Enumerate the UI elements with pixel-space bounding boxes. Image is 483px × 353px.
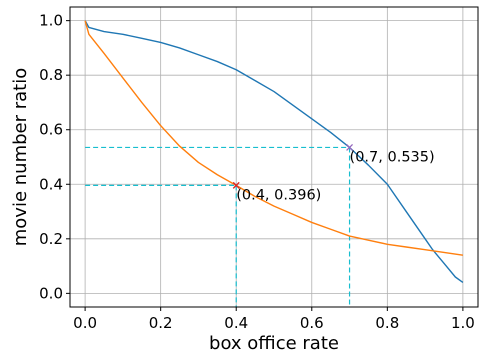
y-tick-label: 0.2: [39, 230, 63, 248]
x-tick-label: 0.8: [375, 314, 399, 332]
annotation-marker: [232, 181, 240, 189]
y-tick-label: 0.4: [39, 175, 63, 193]
series-line-2: [84, 20, 463, 256]
x-tick-label: 0.4: [224, 314, 248, 332]
annotation-label: (0.7, 0.535): [350, 149, 435, 165]
grid-lines: [70, 7, 478, 307]
annotation-markers: [232, 143, 354, 189]
annotation-guides: [85, 146, 351, 307]
y-tick-label: 0.0: [39, 284, 63, 302]
y-tick-label: 0.6: [39, 121, 63, 139]
series-line-1: [84, 20, 464, 284]
y-axis-label: movie number ratio: [10, 68, 31, 246]
x-tick-label: 1.0: [451, 314, 475, 332]
x-tick-label: 0.6: [300, 314, 324, 332]
annotation-marker: [346, 143, 354, 151]
x-tick-label: 0.2: [149, 314, 173, 332]
plot-frame: [69, 6, 479, 308]
y-tick-label: 0.8: [39, 66, 63, 84]
x-tick-label: 0.0: [73, 314, 97, 332]
axis-ticks: 0.0 0.2 0.4 0.6 0.8 1.0 0.0 0.2 0.4 0.6 0.8 1.0: [39, 12, 475, 332]
y-tick-label: 1.0: [39, 12, 63, 30]
series-lines: [84, 20, 464, 284]
x-axis-label: box office rate: [209, 333, 339, 353]
annotation-labels: (0.4, 0.396) (0.7, 0.535): [236, 149, 434, 203]
annotation-label: (0.4, 0.396): [236, 187, 321, 203]
